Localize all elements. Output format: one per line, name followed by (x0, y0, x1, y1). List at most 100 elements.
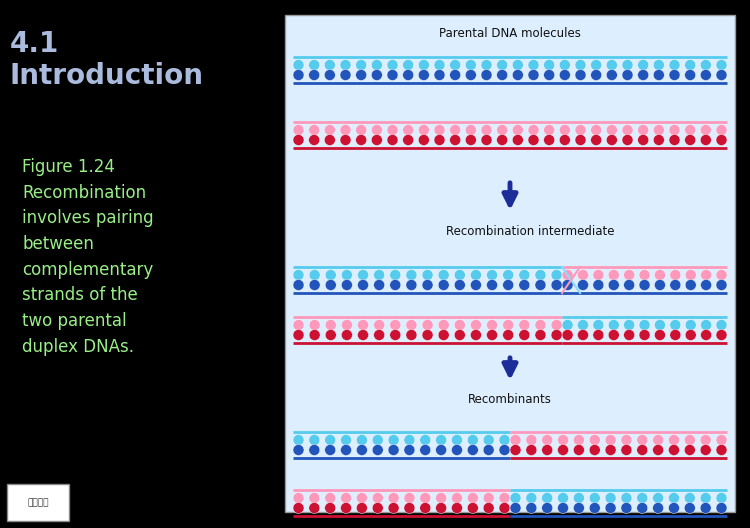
Circle shape (340, 70, 351, 80)
Circle shape (293, 445, 304, 456)
Circle shape (592, 279, 604, 290)
Circle shape (503, 329, 514, 341)
Circle shape (388, 445, 399, 456)
Circle shape (578, 319, 589, 331)
Circle shape (419, 125, 429, 136)
Circle shape (356, 135, 367, 146)
Circle shape (388, 493, 399, 504)
Circle shape (341, 329, 352, 341)
Circle shape (542, 435, 553, 446)
Circle shape (700, 125, 711, 136)
Circle shape (575, 70, 586, 80)
Circle shape (512, 135, 523, 146)
Circle shape (716, 279, 727, 290)
Circle shape (341, 269, 352, 280)
Circle shape (700, 135, 711, 146)
Circle shape (544, 125, 555, 136)
Circle shape (309, 503, 320, 514)
Circle shape (685, 60, 696, 71)
Circle shape (293, 435, 304, 446)
Circle shape (655, 319, 665, 331)
Circle shape (575, 60, 586, 71)
Circle shape (716, 493, 727, 504)
Circle shape (590, 493, 600, 504)
Circle shape (560, 70, 570, 80)
Circle shape (341, 279, 352, 290)
Circle shape (668, 435, 680, 446)
Circle shape (371, 125, 382, 136)
Circle shape (324, 125, 335, 136)
Circle shape (716, 319, 727, 331)
Circle shape (575, 125, 586, 136)
Circle shape (684, 493, 695, 504)
Circle shape (436, 503, 446, 514)
Circle shape (608, 279, 619, 290)
Circle shape (483, 435, 494, 446)
Circle shape (528, 70, 539, 80)
Circle shape (684, 445, 695, 456)
Circle shape (605, 493, 616, 504)
Circle shape (591, 60, 602, 71)
Circle shape (526, 435, 537, 446)
Circle shape (526, 503, 537, 514)
Circle shape (526, 493, 537, 504)
Circle shape (685, 135, 696, 146)
Circle shape (496, 125, 508, 136)
Circle shape (542, 493, 553, 504)
Circle shape (309, 435, 320, 446)
Circle shape (422, 279, 433, 290)
Circle shape (374, 279, 385, 290)
Circle shape (574, 445, 584, 456)
Circle shape (465, 135, 476, 146)
Circle shape (716, 503, 727, 514)
Bar (285, 15, 735, 512)
Circle shape (639, 279, 650, 290)
Circle shape (434, 70, 445, 80)
Circle shape (356, 60, 367, 71)
Circle shape (309, 70, 320, 80)
Circle shape (309, 125, 320, 136)
Circle shape (670, 329, 681, 341)
Circle shape (590, 445, 600, 456)
Circle shape (326, 279, 336, 290)
Circle shape (574, 503, 584, 514)
Circle shape (605, 503, 616, 514)
Circle shape (637, 503, 648, 514)
Circle shape (340, 125, 351, 136)
Circle shape (420, 445, 430, 456)
Circle shape (700, 329, 712, 341)
Text: Recombinants: Recombinants (468, 393, 552, 406)
Circle shape (557, 503, 568, 514)
Circle shape (591, 135, 602, 146)
Circle shape (652, 435, 664, 446)
Circle shape (700, 279, 712, 290)
Circle shape (422, 329, 433, 341)
Circle shape (293, 329, 304, 341)
Circle shape (605, 445, 616, 456)
Circle shape (528, 60, 539, 71)
Circle shape (374, 319, 385, 331)
Circle shape (512, 70, 523, 80)
Circle shape (434, 125, 445, 136)
Circle shape (483, 493, 494, 504)
Circle shape (685, 70, 696, 80)
Circle shape (470, 329, 482, 341)
Circle shape (309, 445, 320, 456)
Circle shape (487, 329, 497, 341)
Circle shape (575, 135, 586, 146)
Circle shape (535, 319, 546, 331)
Circle shape (700, 493, 711, 504)
Circle shape (324, 60, 335, 71)
Circle shape (470, 269, 482, 280)
Circle shape (562, 319, 573, 331)
Circle shape (716, 435, 727, 446)
Circle shape (374, 329, 385, 341)
Circle shape (470, 319, 482, 331)
Circle shape (621, 493, 632, 504)
Circle shape (465, 70, 476, 80)
Circle shape (670, 319, 681, 331)
Circle shape (293, 503, 304, 514)
Circle shape (510, 493, 521, 504)
Circle shape (371, 60, 382, 71)
Circle shape (621, 435, 632, 446)
